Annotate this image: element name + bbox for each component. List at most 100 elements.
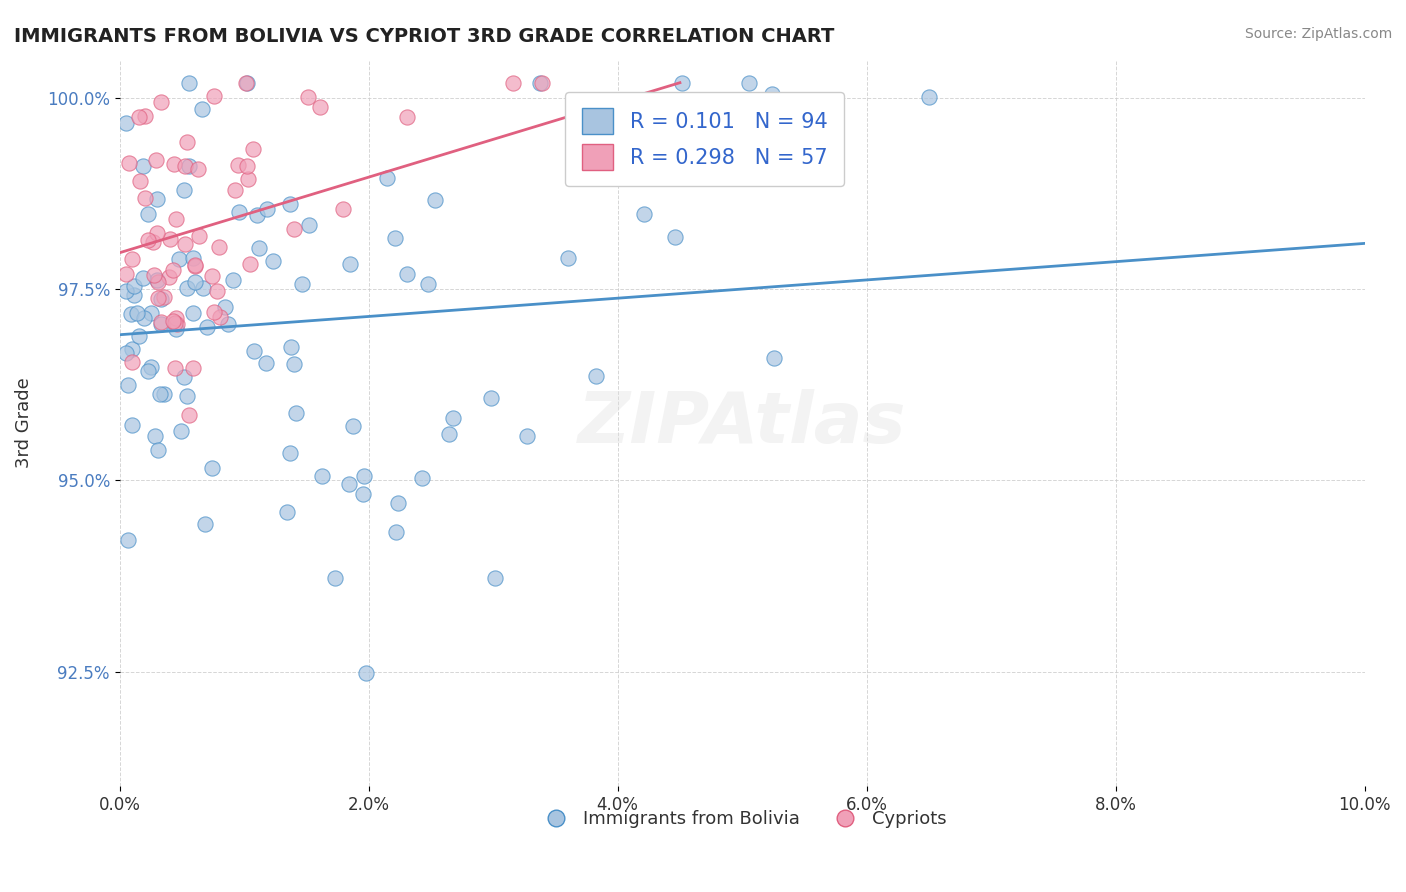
- Point: [136, 364, 159, 378]
- Point: [136, 233, 159, 247]
- Point: [254, 356, 277, 370]
- Point: [173, 370, 195, 384]
- Point: [384, 231, 406, 245]
- Point: [120, 307, 142, 321]
- Point: [122, 278, 145, 293]
- Point: [441, 411, 464, 425]
- Point: [145, 153, 167, 167]
- Point: [176, 389, 198, 403]
- Point: [142, 235, 165, 250]
- Point: [136, 206, 159, 220]
- Point: [117, 377, 139, 392]
- Point: [342, 419, 364, 434]
- Point: [236, 76, 259, 90]
- Point: [194, 516, 217, 531]
- Point: [247, 241, 270, 255]
- Point: [195, 319, 218, 334]
- Point: [150, 315, 173, 329]
- Point: [280, 340, 302, 354]
- Point: [121, 417, 143, 432]
- Point: [153, 386, 176, 401]
- Point: [163, 157, 186, 171]
- Point: [385, 524, 408, 539]
- Point: [146, 192, 169, 206]
- Point: [761, 87, 783, 101]
- Point: [115, 346, 138, 360]
- Point: [228, 204, 250, 219]
- Point: [118, 155, 141, 169]
- Point: [437, 426, 460, 441]
- Point: [291, 277, 314, 291]
- Point: [153, 290, 176, 304]
- Point: [173, 183, 195, 197]
- Point: [184, 259, 207, 273]
- Text: Source: ZipAtlas.com: Source: ZipAtlas.com: [1244, 27, 1392, 41]
- Point: [176, 135, 198, 149]
- Point: [633, 207, 655, 221]
- Point: [283, 357, 305, 371]
- Point: [166, 318, 188, 332]
- Point: [184, 258, 207, 272]
- Point: [353, 469, 375, 483]
- Point: [557, 251, 579, 265]
- Point: [208, 310, 231, 324]
- Point: [122, 288, 145, 302]
- Point: [217, 318, 239, 332]
- Point: [222, 272, 245, 286]
- Point: [150, 293, 173, 307]
- Point: [174, 236, 197, 251]
- Point: [188, 228, 211, 243]
- Point: [134, 190, 156, 204]
- Point: [163, 360, 186, 375]
- Point: [181, 360, 204, 375]
- Point: [298, 218, 321, 232]
- Point: [263, 254, 285, 268]
- Point: [174, 159, 197, 173]
- Point: [202, 89, 225, 103]
- Point: [395, 111, 418, 125]
- Point: [114, 116, 136, 130]
- Point: [167, 252, 190, 266]
- Point: [187, 162, 209, 177]
- Point: [179, 76, 201, 90]
- Point: [530, 76, 553, 90]
- Point: [228, 158, 250, 172]
- Point: [200, 461, 222, 475]
- Point: [121, 355, 143, 369]
- Point: [141, 359, 163, 374]
- Point: [323, 571, 346, 585]
- Point: [121, 342, 143, 356]
- Point: [159, 232, 181, 246]
- Point: [183, 276, 205, 290]
- Point: [165, 311, 187, 326]
- Point: [484, 571, 506, 585]
- Point: [671, 76, 693, 90]
- Point: [332, 202, 354, 217]
- Point: [285, 406, 308, 420]
- Point: [143, 428, 166, 442]
- Point: [176, 281, 198, 295]
- Point: [179, 159, 201, 173]
- Point: [128, 329, 150, 343]
- Point: [132, 159, 155, 173]
- Legend: Immigrants from Bolivia, Cypriots: Immigrants from Bolivia, Cypriots: [530, 803, 953, 836]
- Point: [256, 202, 278, 217]
- Point: [278, 196, 301, 211]
- Point: [163, 316, 186, 330]
- Point: [125, 305, 148, 319]
- Point: [128, 111, 150, 125]
- Point: [114, 284, 136, 298]
- Point: [242, 143, 264, 157]
- Point: [309, 100, 332, 114]
- Point: [297, 89, 319, 103]
- Point: [664, 230, 686, 244]
- Y-axis label: 3rd Grade: 3rd Grade: [15, 377, 32, 468]
- Point: [117, 533, 139, 548]
- Point: [283, 222, 305, 236]
- Point: [181, 306, 204, 320]
- Point: [128, 174, 150, 188]
- Point: [276, 505, 298, 519]
- Point: [146, 291, 169, 305]
- Point: [146, 443, 169, 458]
- Point: [418, 277, 440, 292]
